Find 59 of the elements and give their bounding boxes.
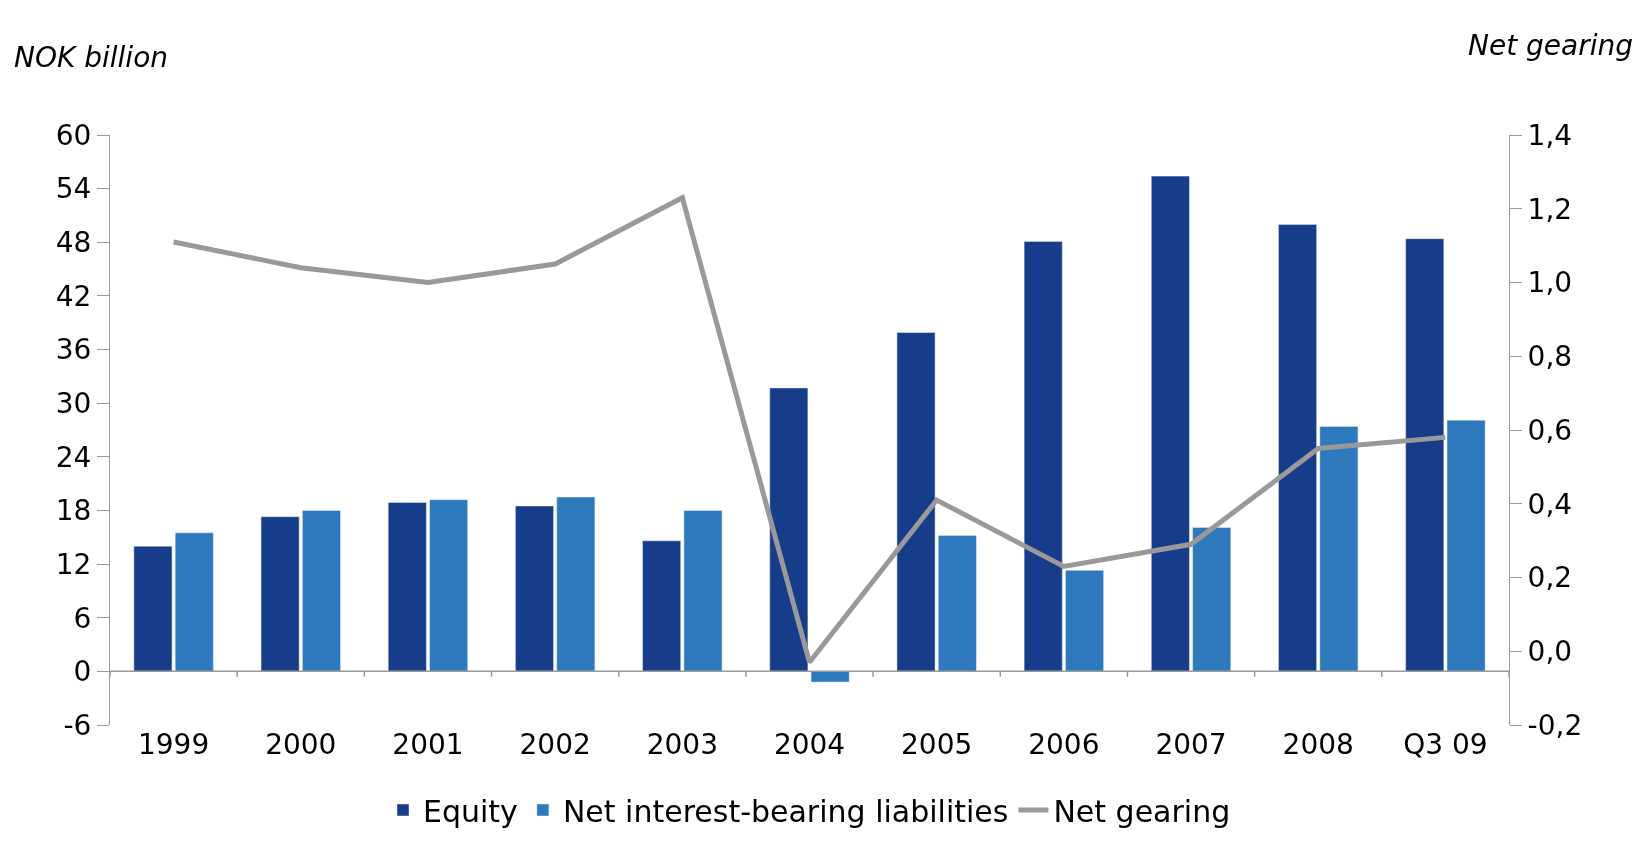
x-tick-label: 2000 xyxy=(265,728,337,761)
y2-tick-label: 0,0 xyxy=(1527,635,1573,669)
x-tick-label: Q3 09 xyxy=(1403,728,1488,761)
legend-label: Net interest-bearing liabilities xyxy=(562,793,1009,829)
x-tick-label: 2007 xyxy=(1155,728,1227,761)
y-tick-label: 42 xyxy=(55,279,92,313)
bar xyxy=(896,332,936,672)
y-tick-label: 30 xyxy=(55,386,92,420)
bar xyxy=(769,387,809,672)
bar xyxy=(1023,241,1063,672)
legend-label: Net gearing xyxy=(1053,793,1231,829)
x-tick-label: 2006 xyxy=(1028,728,1100,761)
bar xyxy=(174,532,214,672)
bar xyxy=(1405,238,1445,672)
x-tick-label: 2005 xyxy=(901,728,973,761)
y2-tick-label: 1,2 xyxy=(1527,192,1573,226)
y-tick-label: 0 xyxy=(73,655,92,689)
bar xyxy=(387,502,427,672)
bar xyxy=(810,671,850,683)
x-tick-label: 2004 xyxy=(773,728,846,761)
y-tick-label: 36 xyxy=(55,333,92,367)
y-tick-label: 24 xyxy=(55,440,92,474)
bar xyxy=(1319,426,1359,672)
y-tick-label: -6 xyxy=(63,708,92,742)
bar xyxy=(429,499,468,672)
bar xyxy=(133,545,173,672)
x-tick-label: 2003 xyxy=(646,728,718,761)
bar xyxy=(1151,175,1190,672)
y2-tick-label: 0,8 xyxy=(1527,340,1573,374)
bar xyxy=(1065,570,1104,672)
bar xyxy=(938,535,977,672)
bar xyxy=(1446,419,1486,672)
x-tick-label: 2001 xyxy=(392,728,464,761)
bar xyxy=(515,505,554,672)
y2-tick-label: 0,6 xyxy=(1527,413,1573,447)
y-tick-label: 48 xyxy=(55,226,92,260)
y-axis-title: NOK billion xyxy=(14,41,169,74)
y-tick-label: 54 xyxy=(55,172,92,206)
y-tick-label: 18 xyxy=(55,494,92,528)
y2-axis-title: Net gearing xyxy=(1468,29,1634,62)
bar xyxy=(683,510,723,672)
x-tick-label: 2008 xyxy=(1282,728,1354,761)
y2-tick-label: 1,4 xyxy=(1527,118,1573,152)
bar xyxy=(1192,527,1232,672)
y-tick-label: 12 xyxy=(55,547,92,581)
bar xyxy=(1278,224,1317,672)
y2-tick-label: -0,2 xyxy=(1527,708,1583,742)
bar xyxy=(642,540,681,672)
bar xyxy=(302,510,341,672)
y2-tick-label: 1,0 xyxy=(1527,266,1573,300)
legend-label: Equity xyxy=(423,793,518,829)
bar xyxy=(260,516,300,672)
y2-tick-label: 0,4 xyxy=(1527,487,1573,521)
y-tick-label: 60 xyxy=(55,118,92,152)
y-tick-label: 6 xyxy=(73,601,92,635)
y2-tick-label: 0,2 xyxy=(1527,561,1573,595)
x-tick-label: 1999 xyxy=(137,728,210,761)
x-tick-label: 2002 xyxy=(519,728,591,761)
bar xyxy=(556,496,596,672)
